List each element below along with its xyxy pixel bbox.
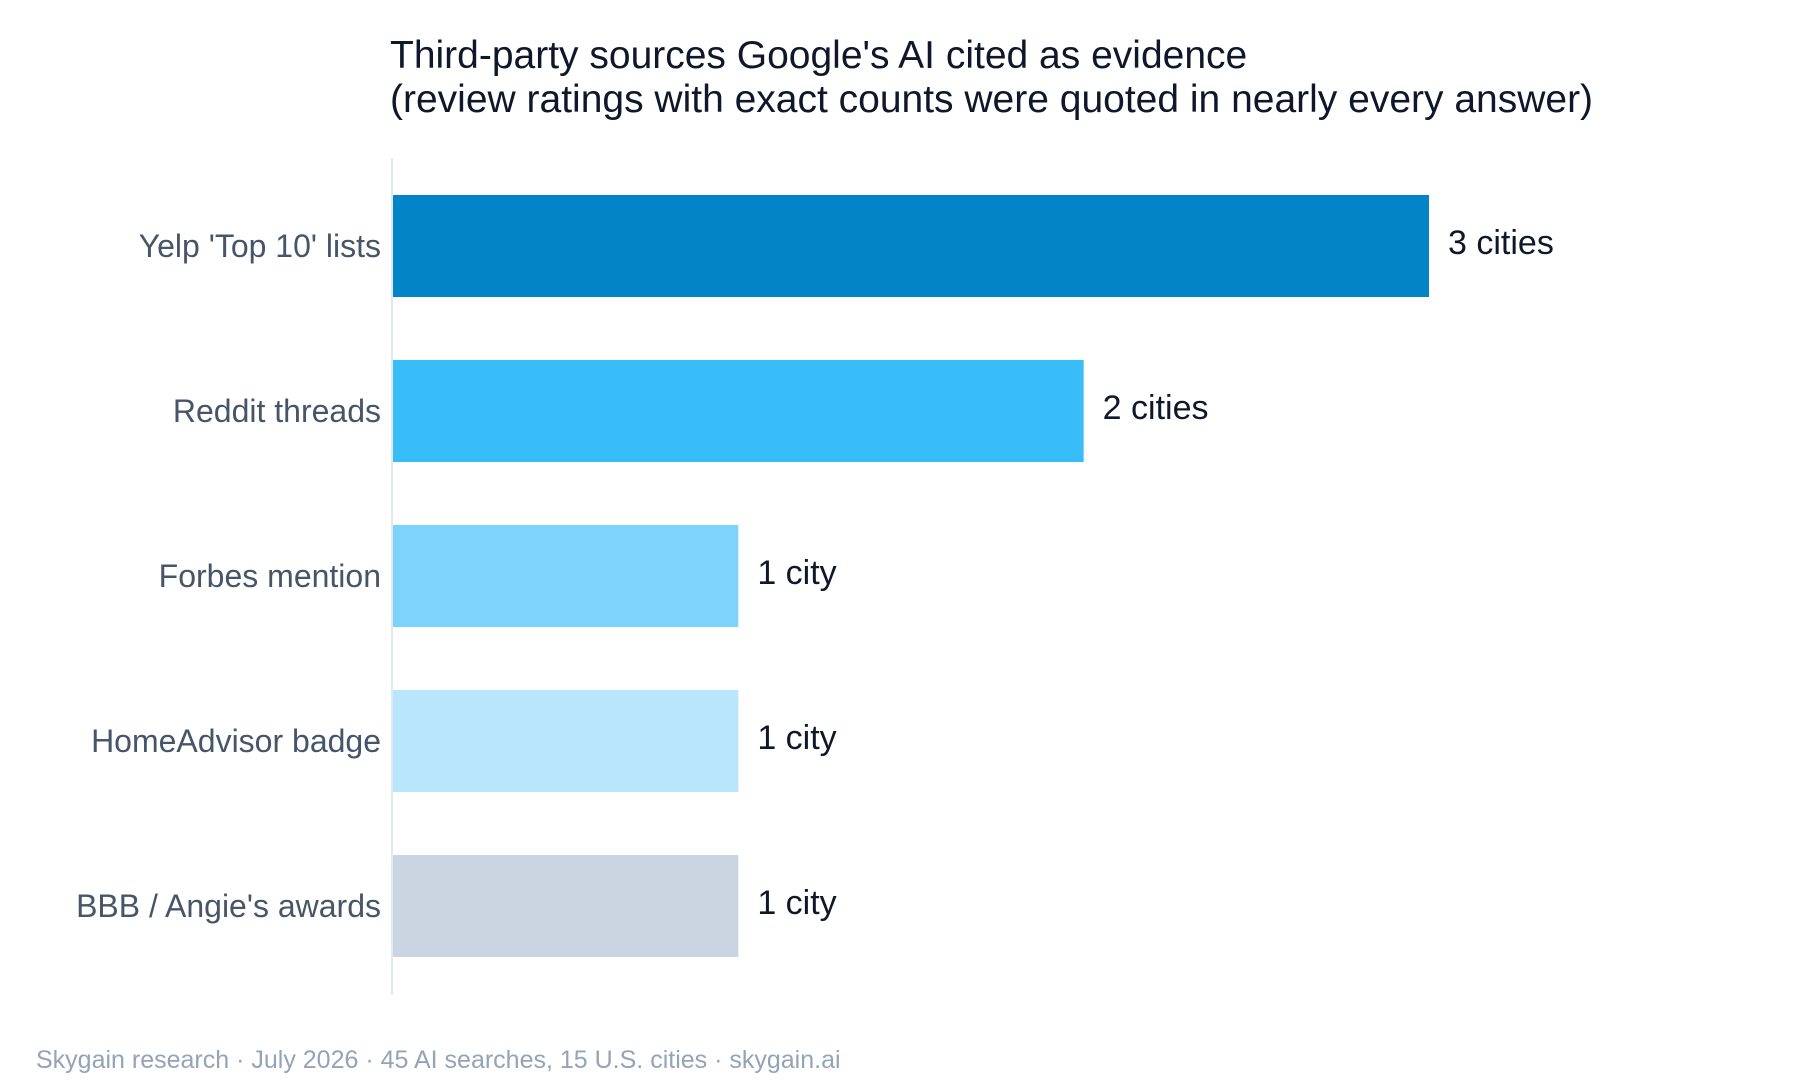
bar-3	[393, 525, 739, 627]
value-label-1: 3 cities	[1448, 224, 1554, 262]
category-label-1: Yelp 'Top 10' lists	[139, 228, 381, 264]
chart-title-line-2: (review ratings with exact counts were q…	[390, 78, 1593, 121]
category-label-3: Forbes mention	[159, 558, 381, 594]
value-label-2: 2 cities	[1103, 389, 1209, 427]
bar-4	[393, 690, 739, 792]
bar-1	[393, 195, 1429, 297]
chart-title-line-1: Third-party sources Google's AI cited as…	[390, 34, 1247, 77]
bars-group: Yelp 'Top 10' lists 3 cities Reddit thread…	[76, 195, 1554, 957]
footer-source: Skygain research · July 2026 · 45 AI sea…	[36, 1046, 841, 1074]
value-label-4: 1 city	[757, 719, 836, 757]
bar-5	[393, 855, 739, 957]
value-label-3: 1 city	[757, 554, 836, 592]
category-label-2: Reddit threads	[173, 393, 381, 429]
category-label-5: BBB / Angie's awards	[76, 888, 381, 924]
category-label-4: HomeAdvisor badge	[91, 723, 381, 759]
chart-title: Third-party sources Google's AI cited as…	[390, 34, 1593, 121]
value-label-5: 1 city	[757, 884, 836, 922]
bar-2	[393, 360, 1084, 462]
